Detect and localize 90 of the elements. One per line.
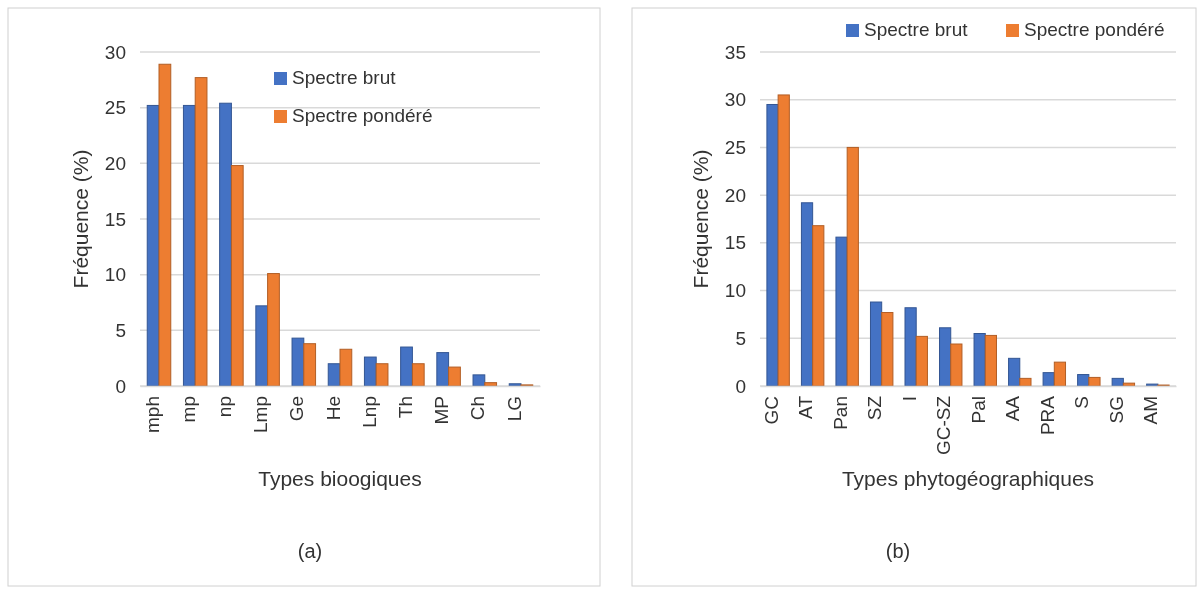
bar	[812, 225, 825, 387]
y-tick-label: 25	[724, 137, 746, 159]
x-tick-label: I	[898, 396, 920, 402]
bar	[846, 146, 859, 387]
bar	[904, 307, 917, 387]
bar	[508, 383, 522, 387]
bar	[939, 327, 952, 387]
bar	[881, 312, 894, 387]
bar	[766, 103, 779, 387]
bar	[800, 202, 814, 387]
bar	[230, 165, 244, 387]
bar	[835, 236, 848, 387]
x-tick-label: GC	[760, 396, 782, 425]
x-tick-label: GC-SZ	[933, 395, 955, 456]
bar	[411, 363, 425, 387]
legend-label: Spectre pondéré	[292, 105, 433, 126]
bar	[1008, 357, 1021, 387]
bar	[973, 333, 986, 387]
bar	[1111, 377, 1124, 387]
x-tick-label: SG	[1105, 396, 1127, 424]
x-tick-label: Ge	[286, 396, 308, 422]
legend-label: Spectre brut	[864, 19, 969, 40]
bar	[267, 273, 280, 387]
x-tick-label: mp	[177, 396, 199, 423]
bar	[1122, 382, 1136, 387]
legend-label: Spectre pondéré	[1024, 19, 1165, 40]
x-tick-label: SZ	[864, 395, 886, 421]
x-tick-label: AA	[1002, 395, 1024, 422]
y-tick-label: 25	[104, 97, 126, 119]
x-tick-label: Th	[394, 396, 416, 419]
bar	[984, 334, 997, 387]
x-tick-label: Lnp	[358, 396, 380, 428]
bar	[1053, 361, 1067, 387]
bar	[400, 346, 413, 387]
y-axis-title: Fréquence (%)	[69, 149, 92, 289]
bar	[291, 337, 305, 387]
bar	[219, 102, 232, 387]
y-tick-label: 5	[115, 319, 126, 341]
bar	[255, 305, 269, 387]
y-tick-label: 20	[724, 184, 746, 206]
bar	[363, 356, 377, 387]
bar	[1042, 372, 1055, 387]
bar	[194, 77, 208, 387]
y-tick-label: 30	[724, 89, 746, 111]
bar	[484, 382, 498, 387]
bar	[436, 352, 450, 387]
y-tick-label: 10	[724, 280, 746, 302]
y-tick-label: 30	[104, 41, 126, 63]
bar	[448, 366, 461, 387]
bar	[303, 343, 317, 387]
x-axis-title: Types bioogiques	[258, 467, 422, 490]
x-tick-label: LG	[503, 396, 525, 422]
y-tick-label: 15	[104, 208, 126, 230]
y-tick-label: 20	[104, 152, 126, 174]
bar	[869, 301, 883, 387]
x-tick-label: Lmp	[250, 396, 272, 433]
x-tick-label: MP	[431, 396, 453, 425]
bar	[1088, 376, 1101, 387]
x-tick-label: Ch	[467, 396, 489, 421]
x-tick-label: He	[322, 396, 344, 421]
x-tick-label: AT	[795, 395, 817, 419]
y-tick-label: 5	[735, 327, 746, 349]
x-tick-label: Pan	[829, 396, 851, 430]
legend-label: Spectre brut	[292, 67, 397, 88]
x-tick-label: Pal	[967, 396, 989, 424]
bar	[146, 104, 160, 387]
x-axis-title: Types phytogéographiques	[841, 467, 1095, 490]
y-tick-label: 0	[115, 375, 126, 397]
bar	[339, 348, 353, 387]
bar	[777, 94, 790, 387]
bar	[182, 104, 196, 387]
bar	[1019, 377, 1032, 387]
bar	[472, 374, 486, 387]
x-tick-label: S	[1071, 396, 1093, 409]
text: (b)	[885, 540, 911, 562]
bar	[915, 335, 928, 387]
y-tick-label: 35	[724, 41, 746, 63]
y-axis-title: Fréquence (%)	[689, 149, 712, 289]
text: (a)	[297, 540, 323, 562]
x-tick-label: AM	[1140, 396, 1162, 425]
y-tick-label: 10	[104, 264, 126, 286]
x-tick-label: np	[213, 396, 235, 418]
bar	[950, 343, 963, 387]
y-tick-label: 15	[724, 232, 746, 254]
bar	[1077, 374, 1090, 387]
x-tick-label: PRA	[1036, 395, 1058, 436]
x-tick-label: mph	[141, 396, 163, 433]
bar	[158, 63, 172, 387]
bar	[375, 363, 389, 387]
y-tick-label: 0	[735, 375, 746, 397]
